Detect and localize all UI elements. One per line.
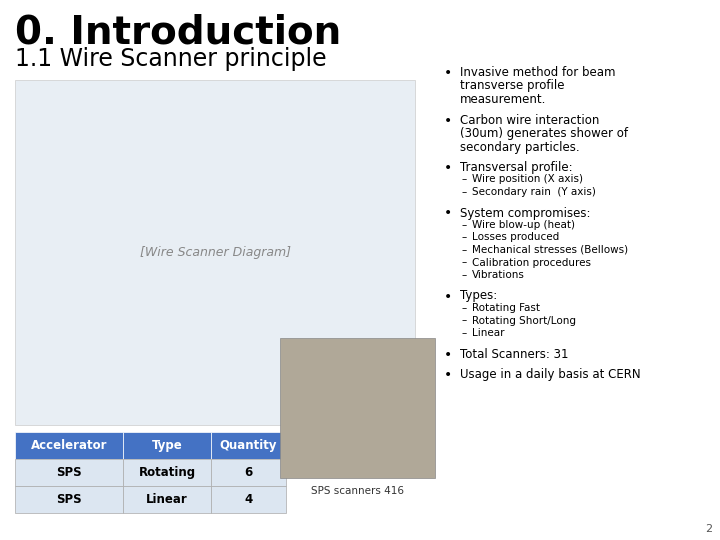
Text: Calibration procedures: Calibration procedures xyxy=(472,258,591,267)
Text: Wire blow-up (heat): Wire blow-up (heat) xyxy=(472,220,575,230)
Text: Total Scanners: 31: Total Scanners: 31 xyxy=(460,348,569,361)
Text: Losses produced: Losses produced xyxy=(472,233,559,242)
Text: Usage in a daily basis at CERN: Usage in a daily basis at CERN xyxy=(460,368,641,381)
Text: 1.1 Wire Scanner principle: 1.1 Wire Scanner principle xyxy=(15,47,327,71)
Text: –: – xyxy=(462,258,467,267)
Text: 2: 2 xyxy=(705,524,712,534)
Text: •: • xyxy=(444,289,452,303)
Text: 0. Introduction: 0. Introduction xyxy=(15,13,341,51)
Text: Type: Type xyxy=(152,439,182,452)
Text: Secondary rain  (Y axis): Secondary rain (Y axis) xyxy=(472,187,596,197)
Bar xyxy=(211,486,286,513)
Text: SPS: SPS xyxy=(56,493,82,506)
Text: secondary particles.: secondary particles. xyxy=(460,140,580,153)
Bar xyxy=(123,486,211,513)
Text: [Wire Scanner Diagram]: [Wire Scanner Diagram] xyxy=(140,246,290,259)
Bar xyxy=(15,486,123,513)
Text: Quantity: Quantity xyxy=(220,439,277,452)
Text: SPS scanners 416: SPS scanners 416 xyxy=(311,486,404,496)
Text: Rotating Short/Long: Rotating Short/Long xyxy=(472,315,576,326)
Text: •: • xyxy=(444,206,452,220)
Text: Rotating Fast: Rotating Fast xyxy=(472,303,540,313)
Text: SPS: SPS xyxy=(56,466,82,479)
Text: Rotating: Rotating xyxy=(138,466,196,479)
Text: •: • xyxy=(444,368,452,382)
Text: Accelerator: Accelerator xyxy=(31,439,107,452)
Bar xyxy=(280,338,435,478)
Text: Invasive method for beam: Invasive method for beam xyxy=(460,66,616,79)
Text: (30um) generates shower of: (30um) generates shower of xyxy=(460,127,628,140)
Text: –: – xyxy=(462,303,467,313)
Text: measurement.: measurement. xyxy=(460,93,546,106)
Bar xyxy=(123,459,211,486)
Text: •: • xyxy=(444,348,452,361)
Text: Wire position (X axis): Wire position (X axis) xyxy=(472,174,583,185)
Text: Mechanical stresses (Bellows): Mechanical stresses (Bellows) xyxy=(472,245,628,255)
Text: –: – xyxy=(462,187,467,197)
Bar xyxy=(15,80,415,425)
Bar xyxy=(123,432,211,459)
Text: –: – xyxy=(462,174,467,185)
Text: •: • xyxy=(444,113,452,127)
Text: System compromises:: System compromises: xyxy=(460,206,590,219)
Text: Vibrations: Vibrations xyxy=(472,270,525,280)
Text: transverse profile: transverse profile xyxy=(460,79,564,92)
Text: Linear: Linear xyxy=(472,328,505,338)
Bar xyxy=(211,459,286,486)
Text: –: – xyxy=(462,315,467,326)
Text: •: • xyxy=(444,66,452,80)
Bar xyxy=(211,432,286,459)
Text: –: – xyxy=(462,270,467,280)
Text: –: – xyxy=(462,220,467,230)
Bar xyxy=(15,432,123,459)
Text: 6: 6 xyxy=(244,466,253,479)
Text: –: – xyxy=(462,328,467,338)
Bar xyxy=(15,459,123,486)
Text: Transversal profile:: Transversal profile: xyxy=(460,161,572,174)
Text: •: • xyxy=(444,161,452,175)
Text: –: – xyxy=(462,245,467,255)
Text: 4: 4 xyxy=(244,493,253,506)
Text: –: – xyxy=(462,233,467,242)
Text: Linear: Linear xyxy=(146,493,188,506)
Text: Carbon wire interaction: Carbon wire interaction xyxy=(460,113,599,126)
Text: Types:: Types: xyxy=(460,289,498,302)
